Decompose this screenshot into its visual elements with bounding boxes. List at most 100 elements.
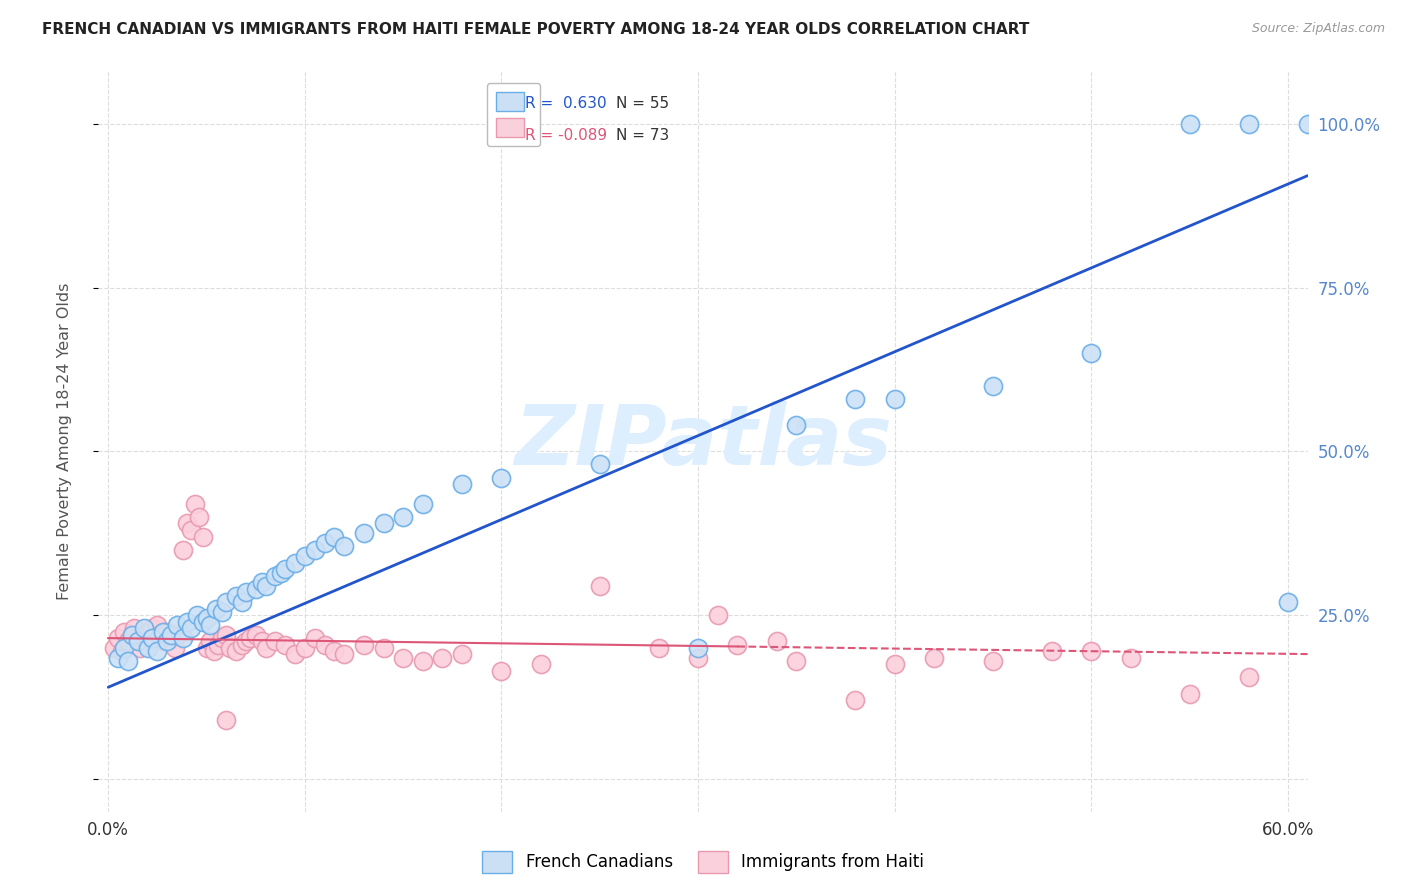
Point bbox=[145, 631, 167, 645]
Point bbox=[235, 634, 257, 648]
Point bbox=[136, 624, 159, 639]
Point bbox=[219, 640, 242, 655]
Point bbox=[844, 392, 866, 406]
Text: N = 73: N = 73 bbox=[616, 128, 669, 144]
Point bbox=[117, 634, 139, 648]
Point bbox=[412, 497, 434, 511]
Point bbox=[844, 693, 866, 707]
Point bbox=[922, 650, 945, 665]
Point bbox=[765, 634, 787, 648]
Point bbox=[166, 618, 188, 632]
Point bbox=[180, 523, 202, 537]
Point bbox=[160, 631, 183, 645]
Point bbox=[250, 575, 273, 590]
Point bbox=[176, 615, 198, 629]
Point bbox=[264, 634, 287, 648]
Point bbox=[412, 654, 434, 668]
Point bbox=[274, 562, 297, 576]
Point bbox=[294, 640, 316, 655]
Point bbox=[225, 589, 247, 603]
Point bbox=[215, 713, 238, 727]
Point bbox=[127, 634, 149, 648]
Point bbox=[132, 631, 155, 645]
Point bbox=[112, 640, 135, 655]
Point bbox=[186, 608, 208, 623]
Legend: , : , bbox=[486, 83, 540, 146]
Point bbox=[132, 621, 155, 635]
Point bbox=[254, 640, 277, 655]
Point bbox=[211, 605, 233, 619]
Point bbox=[172, 631, 194, 645]
Point bbox=[122, 621, 145, 635]
Point bbox=[117, 654, 139, 668]
Point bbox=[304, 631, 326, 645]
Point bbox=[589, 458, 612, 472]
Point bbox=[148, 628, 170, 642]
Point bbox=[235, 585, 257, 599]
Point bbox=[211, 631, 233, 645]
Point bbox=[274, 638, 297, 652]
Point bbox=[107, 631, 129, 645]
Text: R =  0.630: R = 0.630 bbox=[526, 95, 607, 111]
Point bbox=[107, 650, 129, 665]
Point bbox=[1296, 117, 1319, 131]
Point bbox=[270, 566, 292, 580]
Point bbox=[184, 497, 207, 511]
Point bbox=[191, 530, 214, 544]
Point bbox=[141, 631, 163, 645]
Point bbox=[688, 650, 710, 665]
Point bbox=[284, 648, 307, 662]
Point bbox=[333, 648, 356, 662]
Point bbox=[112, 624, 135, 639]
Point bbox=[1237, 670, 1260, 684]
Point bbox=[176, 516, 198, 531]
Point bbox=[1277, 595, 1299, 609]
Point bbox=[231, 638, 253, 652]
Point bbox=[373, 640, 395, 655]
Point bbox=[215, 628, 238, 642]
Point bbox=[166, 628, 188, 642]
Point bbox=[314, 536, 336, 550]
Point bbox=[204, 644, 226, 658]
Point bbox=[231, 595, 253, 609]
Point bbox=[245, 582, 267, 596]
Text: N = 55: N = 55 bbox=[616, 95, 669, 111]
Point bbox=[156, 624, 179, 639]
Point bbox=[785, 418, 807, 433]
Point bbox=[128, 640, 150, 655]
Point bbox=[491, 664, 513, 678]
Point bbox=[239, 631, 262, 645]
Point bbox=[725, 638, 748, 652]
Point bbox=[1119, 650, 1142, 665]
Point bbox=[191, 615, 214, 629]
Point bbox=[353, 526, 375, 541]
Point bbox=[323, 644, 346, 658]
Point bbox=[200, 618, 222, 632]
Point bbox=[205, 601, 228, 615]
Point bbox=[314, 638, 336, 652]
Point bbox=[146, 644, 169, 658]
Point bbox=[392, 650, 415, 665]
Point bbox=[530, 657, 553, 672]
Point bbox=[146, 618, 169, 632]
Point bbox=[491, 470, 513, 484]
Point bbox=[1178, 117, 1201, 131]
Point bbox=[121, 628, 143, 642]
Point bbox=[392, 509, 415, 524]
Point bbox=[688, 640, 710, 655]
Point bbox=[451, 477, 474, 491]
Point bbox=[165, 640, 187, 655]
Point bbox=[284, 556, 307, 570]
Point bbox=[1040, 644, 1063, 658]
Point bbox=[254, 579, 277, 593]
Point bbox=[883, 657, 905, 672]
Point bbox=[1080, 644, 1102, 658]
Point bbox=[121, 628, 143, 642]
Point bbox=[187, 509, 209, 524]
Point bbox=[152, 624, 174, 639]
Point bbox=[648, 640, 671, 655]
Point bbox=[981, 654, 1004, 668]
Y-axis label: Female Poverty Among 18-24 Year Olds: Female Poverty Among 18-24 Year Olds bbox=[58, 283, 72, 600]
Point bbox=[1080, 346, 1102, 360]
Point bbox=[172, 542, 194, 557]
